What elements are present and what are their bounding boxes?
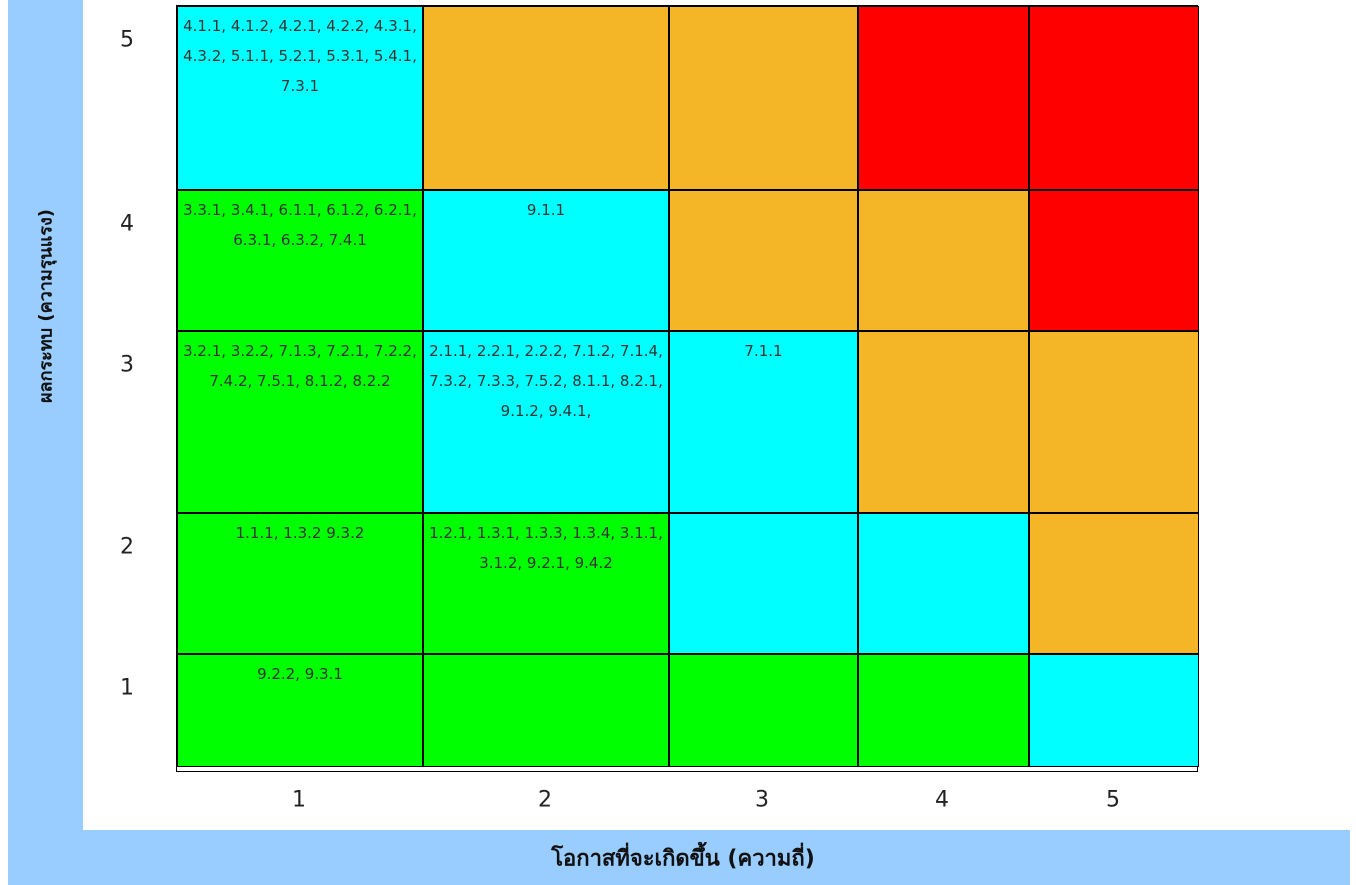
heatmap-cell-impact-5-likelihood-3 <box>669 6 858 190</box>
heatmap-cell-impact-5-likelihood-1: 4.1.1, 4.1.2, 4.2.1, 4.2.2, 4.3.1, 4.3.2… <box>177 6 423 190</box>
heatmap-cell-impact-3-likelihood-2: 2.1.1, 2.2.1, 2.2.2, 7.1.2, 7.1.4, 7.3.2… <box>423 331 669 513</box>
x-tick-label: 3 <box>755 787 769 813</box>
heatmap-cell-impact-3-likelihood-1: 3.2.1, 3.2.2, 7.1.3, 7.2.1, 7.2.2, 7.4.2… <box>177 331 423 513</box>
heatmap-cell-impact-1-likelihood-3 <box>669 654 858 767</box>
x-tick-label: 5 <box>1106 787 1120 813</box>
x-axis-label: โอกาสที่จะเกิดขึ้น (ความถี่) <box>551 846 815 872</box>
heatmap-cell-impact-3-likelihood-4 <box>858 331 1029 513</box>
heatmap-cell-impact-1-likelihood-5 <box>1029 654 1199 767</box>
heatmap-cell-impact-4-likelihood-4 <box>858 190 1029 331</box>
heatmap-cell-impact-3-likelihood-3: 7.1.1 <box>669 331 858 513</box>
heatmap-cell-impact-2-likelihood-1: 1.1.1, 1.3.2 9.3.2 <box>177 513 423 654</box>
y-tick-label: 4 <box>120 211 134 237</box>
heatmap-cell-impact-2-likelihood-2: 1.2.1, 1.3.1, 1.3.3, 1.3.4, 3.1.1, 3.1.2… <box>423 513 669 654</box>
y-tick-label: 3 <box>120 352 134 378</box>
heatmap-cell-impact-3-likelihood-5 <box>1029 331 1199 513</box>
x-tick-label: 4 <box>935 787 949 813</box>
y-axis-label-band <box>8 0 83 832</box>
heatmap-cell-impact-5-likelihood-5 <box>1029 6 1199 190</box>
y-axis-label: ผลกระทบ (ความรุนแรง) <box>35 209 57 403</box>
x-tick-label: 1 <box>292 787 306 813</box>
heatmap-cell-impact-2-likelihood-4 <box>858 513 1029 654</box>
y-tick-label: 5 <box>120 27 134 53</box>
heatmap-cell-impact-1-likelihood-1: 9.2.2, 9.3.1 <box>177 654 423 767</box>
y-tick-label: 2 <box>120 534 134 560</box>
heatmap-cell-impact-2-likelihood-3 <box>669 513 858 654</box>
heatmap-cell-impact-4-likelihood-3 <box>669 190 858 331</box>
x-axis-label-band <box>8 830 1350 885</box>
heatmap-cell-impact-1-likelihood-4 <box>858 654 1029 767</box>
x-tick-label: 2 <box>538 787 552 813</box>
heatmap-cell-impact-2-likelihood-5 <box>1029 513 1199 654</box>
y-tick-label: 1 <box>120 675 134 701</box>
heatmap-cell-impact-4-likelihood-5 <box>1029 190 1199 331</box>
heatmap-cell-impact-5-likelihood-4 <box>858 6 1029 190</box>
heatmap-cell-impact-4-likelihood-2: 9.1.1 <box>423 190 669 331</box>
heatmap-cell-impact-4-likelihood-1: 3.3.1, 3.4.1, 6.1.1, 6.1.2, 6.2.1, 6.3.1… <box>177 190 423 331</box>
heatmap-cell-impact-5-likelihood-2 <box>423 6 669 190</box>
heatmap-cell-impact-1-likelihood-2 <box>423 654 669 767</box>
risk-matrix-grid: 4.1.1, 4.1.2, 4.2.1, 4.2.2, 4.3.1, 4.3.2… <box>176 5 1199 772</box>
